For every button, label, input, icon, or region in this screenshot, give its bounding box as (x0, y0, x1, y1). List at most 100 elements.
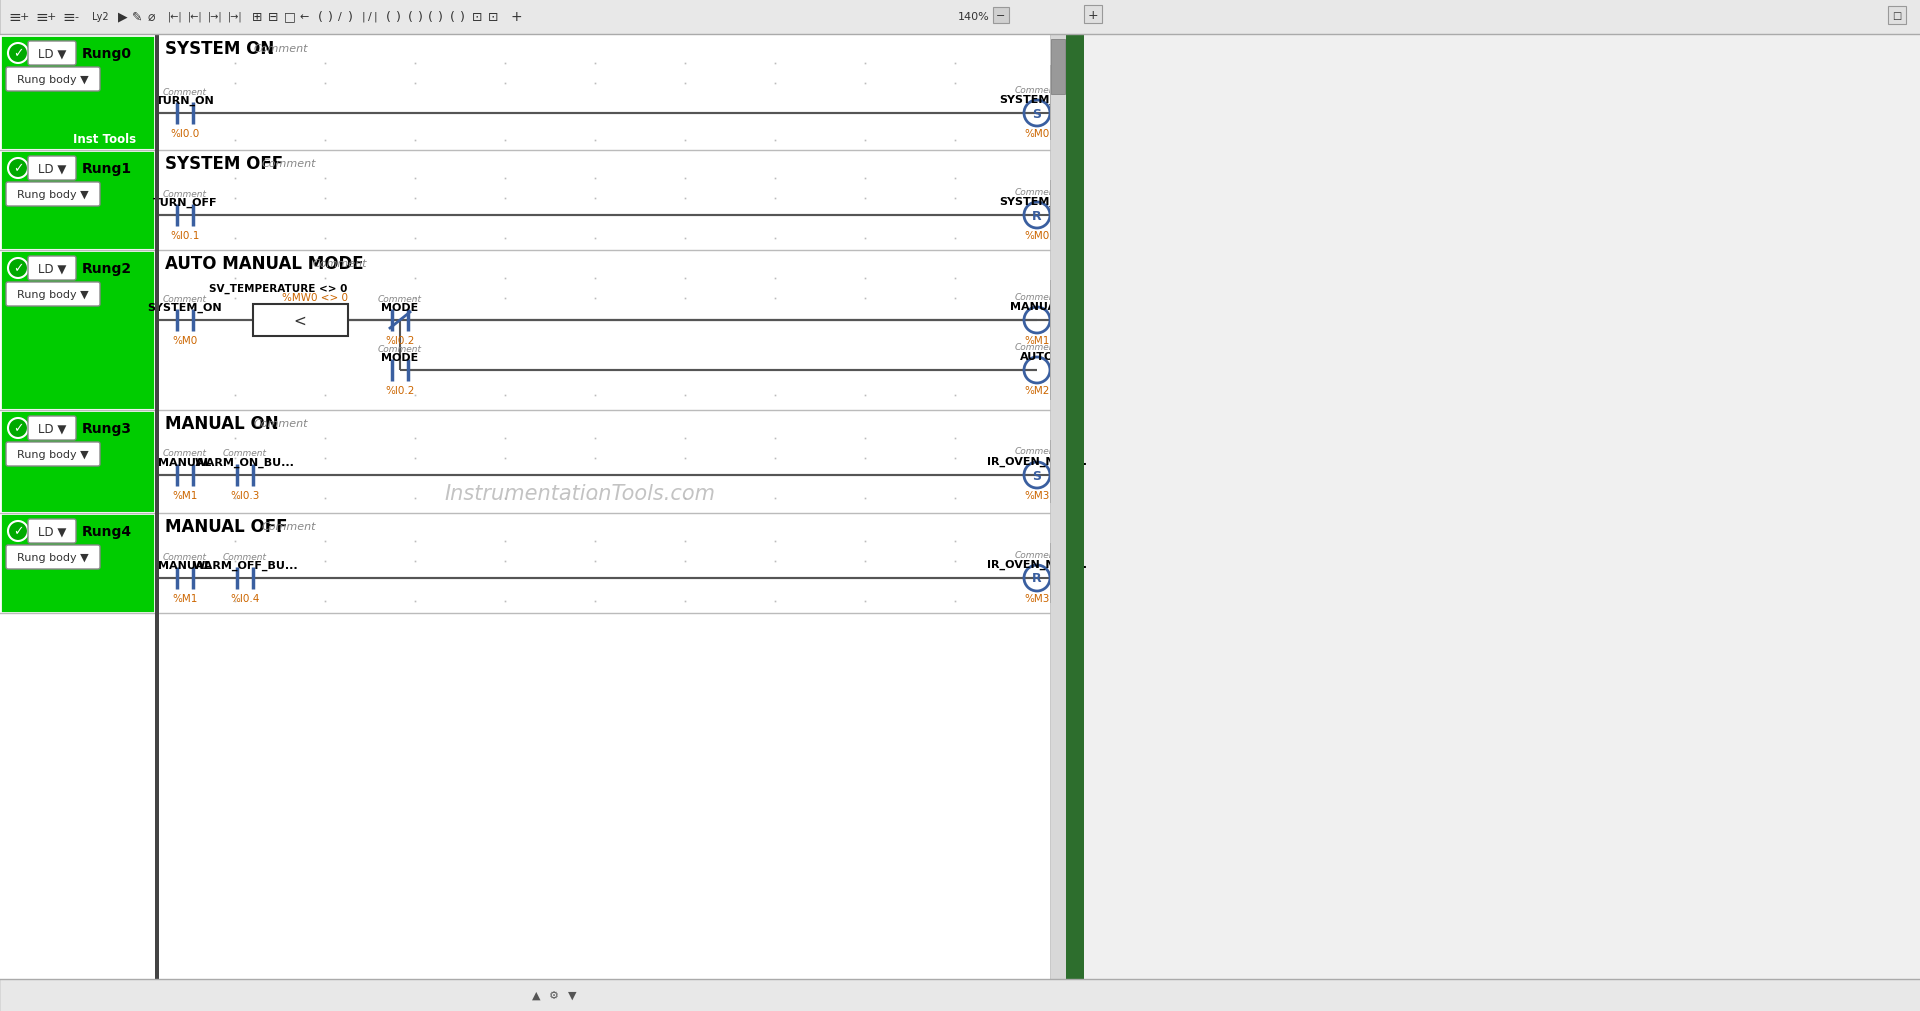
Circle shape (8, 522, 29, 542)
Text: Comment: Comment (223, 552, 267, 561)
Text: ⊞: ⊞ (252, 10, 263, 23)
FancyBboxPatch shape (6, 443, 100, 466)
Bar (1887, 7, 1907, 25)
Text: Rung body ▼: Rung body ▼ (17, 290, 88, 299)
Text: ): ) (328, 10, 332, 23)
Bar (1066, 35, 1085, 984)
Text: ✓: ✓ (13, 422, 23, 435)
Text: ▶: ▶ (117, 10, 127, 23)
Text: SYSTEM_ON: SYSTEM_ON (148, 302, 223, 312)
Text: □: □ (1893, 11, 1901, 21)
Text: Comment: Comment (253, 43, 307, 54)
Text: %I0.3: %I0.3 (230, 490, 259, 500)
Bar (0, 251, 156, 410)
Text: R: R (1033, 209, 1043, 222)
Text: ⊡: ⊡ (472, 10, 482, 23)
Text: Comment: Comment (163, 87, 207, 96)
Bar (156, 514, 1050, 614)
Bar (0, 979, 1920, 1011)
Bar (156, 251, 1050, 410)
Text: S: S (1033, 107, 1041, 120)
Text: Rung body ▼: Rung body ▼ (17, 450, 88, 460)
Text: Rung body ▼: Rung body ▼ (17, 190, 88, 200)
Text: LD ▼: LD ▼ (38, 163, 65, 175)
Text: ✎: ✎ (132, 10, 142, 23)
Text: Comment: Comment (261, 159, 317, 169)
Text: AUTO: AUTO (1020, 352, 1054, 362)
Text: ): ) (396, 10, 401, 23)
Bar (156, 36, 1050, 151)
Text: ): ) (461, 10, 465, 23)
Text: ): ) (348, 10, 353, 23)
Text: MANUAL OFF: MANUAL OFF (165, 518, 288, 536)
Text: %I0.1: %I0.1 (171, 231, 200, 241)
Text: Comment: Comment (163, 449, 207, 458)
Text: SV_TEMPERATURE <> 0: SV_TEMPERATURE <> 0 (209, 284, 348, 294)
Bar (156, 35, 159, 984)
FancyBboxPatch shape (29, 157, 77, 181)
Text: Comment: Comment (163, 294, 207, 303)
Text: Rung body ▼: Rung body ▼ (17, 552, 88, 562)
FancyBboxPatch shape (29, 520, 77, 544)
Text: %M2: %M2 (1023, 385, 1050, 395)
Text: Comment: Comment (378, 294, 422, 303)
Text: LD ▼: LD ▼ (38, 48, 65, 61)
Text: Comment: Comment (1016, 85, 1060, 94)
Text: ▲: ▲ (532, 990, 540, 1000)
Text: MANUAL: MANUAL (159, 458, 211, 467)
Bar (0, 514, 156, 614)
Text: Rung1: Rung1 (83, 162, 132, 176)
Text: MODE: MODE (382, 353, 419, 363)
Text: +: + (511, 10, 522, 24)
Circle shape (8, 43, 29, 64)
Text: |←|: |←| (169, 12, 182, 22)
Text: Comment: Comment (253, 419, 307, 429)
Text: (: ( (428, 10, 432, 23)
Text: WARM_OFF_BU...: WARM_OFF_BU... (192, 560, 298, 570)
Text: |: | (374, 12, 378, 22)
Text: /: / (369, 12, 372, 22)
Text: Ly2: Ly2 (92, 12, 109, 22)
Text: %M3: %M3 (1023, 490, 1050, 500)
FancyBboxPatch shape (29, 417, 77, 441)
Text: Rung3: Rung3 (83, 422, 132, 436)
Text: Comment: Comment (313, 259, 367, 269)
Text: +: + (46, 12, 56, 22)
Text: SYSTEM_ON: SYSTEM_ON (1000, 197, 1075, 207)
Text: Comment: Comment (1016, 342, 1060, 351)
Text: |←|: |←| (188, 12, 204, 22)
Text: Rung0: Rung0 (83, 47, 132, 61)
Text: ✓: ✓ (13, 262, 23, 275)
Circle shape (8, 419, 29, 439)
Text: Rung4: Rung4 (83, 525, 132, 539)
Text: R: R (1033, 572, 1043, 585)
Text: %M0: %M0 (173, 336, 198, 346)
Text: IR_OVEN_MAN...: IR_OVEN_MAN... (987, 559, 1087, 569)
Text: SYSTEM OFF: SYSTEM OFF (165, 155, 282, 173)
Bar (1050, 35, 1066, 984)
Text: WARM_ON_BU...: WARM_ON_BU... (196, 457, 296, 468)
Text: Comment: Comment (1016, 187, 1060, 196)
Text: +: + (19, 12, 29, 22)
Text: ≡: ≡ (8, 9, 21, 24)
Bar (1085, 6, 1102, 24)
Text: Comment: Comment (1016, 447, 1060, 456)
Text: Comment: Comment (378, 344, 422, 353)
Text: −: − (996, 11, 1006, 21)
Bar (993, 8, 1010, 24)
Text: ▼: ▼ (568, 990, 576, 1000)
Text: ≡: ≡ (61, 9, 75, 24)
Bar (156, 151, 1050, 251)
Text: MANUAL ON: MANUAL ON (165, 415, 278, 433)
Text: MODE: MODE (382, 302, 419, 312)
Text: SYSTEM_ON: SYSTEM_ON (1000, 95, 1075, 105)
Text: S: S (1033, 469, 1041, 482)
Bar (1050, 66, 1052, 141)
Text: %I0.2: %I0.2 (386, 336, 415, 346)
Text: AUTO MANUAL MODE: AUTO MANUAL MODE (165, 255, 363, 273)
Text: (: ( (449, 10, 455, 23)
Bar (1050, 441, 1052, 503)
Text: %M1: %M1 (173, 490, 198, 500)
Text: TURN_OFF: TURN_OFF (154, 198, 217, 208)
Text: LD ▼: LD ▼ (38, 422, 65, 435)
